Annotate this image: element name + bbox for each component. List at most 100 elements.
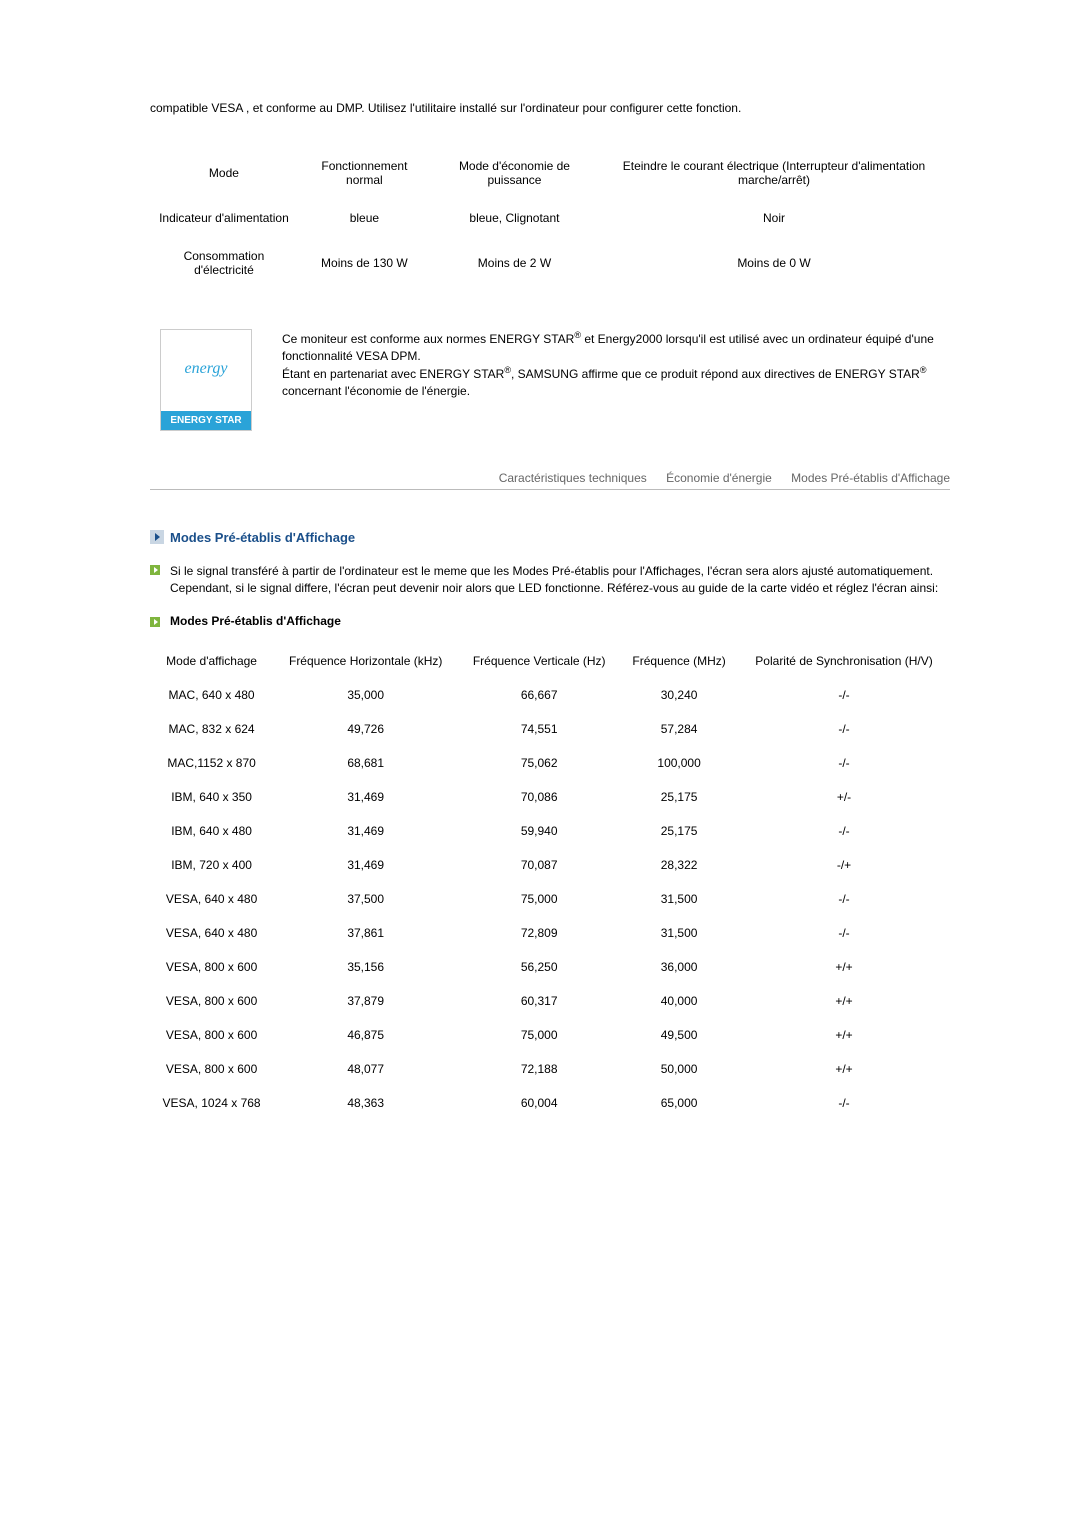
row-label: Consommation d'électricité	[150, 237, 298, 289]
cell: 31,469	[273, 814, 458, 848]
cell: Moins de 130 W	[298, 237, 431, 289]
cell: 28,322	[620, 848, 738, 882]
cell: 56,250	[458, 950, 620, 984]
cell: 65,000	[620, 1086, 738, 1120]
table-row: VESA, 640 x 48037,86172,80931,500-/-	[150, 916, 950, 950]
cell: MAC,1152 x 870	[150, 746, 273, 780]
sub-heading: Modes Pré-établis d'Affichage	[150, 614, 950, 628]
cell: bleue	[298, 199, 431, 237]
section-description-row: Si le signal transféré à partir de l'ord…	[150, 563, 950, 597]
cell: 60,317	[458, 984, 620, 1018]
cell: +/-	[738, 780, 950, 814]
cell: 31,469	[273, 780, 458, 814]
table-row: MAC, 640 x 48035,00066,66730,240-/-	[150, 678, 950, 712]
cell: 49,500	[620, 1018, 738, 1052]
table-row: VESA, 640 x 48037,50075,00031,500-/-	[150, 882, 950, 916]
col-hfreq: Fréquence Horizontale (kHz)	[273, 644, 458, 678]
cell: 37,861	[273, 916, 458, 950]
col-vfreq: Fréquence Verticale (Hz)	[458, 644, 620, 678]
cell: IBM, 640 x 480	[150, 814, 273, 848]
table-row: IBM, 640 x 48031,46959,94025,175-/-	[150, 814, 950, 848]
intro-text: compatible VESA , et conforme au DMP. Ut…	[150, 100, 950, 117]
table-row: MAC, 832 x 62449,72674,55157,284-/-	[150, 712, 950, 746]
cell: +/+	[738, 1052, 950, 1086]
cell: 37,879	[273, 984, 458, 1018]
cell: IBM, 640 x 350	[150, 780, 273, 814]
cell: -/-	[738, 746, 950, 780]
cell: 35,156	[273, 950, 458, 984]
cell: IBM, 720 x 400	[150, 848, 273, 882]
cell: VESA, 800 x 600	[150, 1052, 273, 1086]
cell: 31,469	[273, 848, 458, 882]
energy-star-logo: energy ENERGY STAR	[160, 329, 252, 431]
cell: 72,809	[458, 916, 620, 950]
cell: -/-	[738, 916, 950, 950]
section-header: Modes Pré-établis d'Affichage	[150, 530, 950, 545]
reg-mark: ®	[920, 365, 927, 375]
tab-display-modes[interactable]: Modes Pré-établis d'Affichage	[791, 471, 950, 485]
bullet-icon	[150, 617, 160, 627]
power-col-normal: Fonctionnement normal	[298, 147, 431, 199]
table-row: VESA, 1024 x 76848,36360,00465,000-/-	[150, 1086, 950, 1120]
cell: 37,500	[273, 882, 458, 916]
cell: 50,000	[620, 1052, 738, 1086]
cell: 75,000	[458, 882, 620, 916]
cell: VESA, 800 x 600	[150, 950, 273, 984]
cell: -/-	[738, 1086, 950, 1120]
table-row: VESA, 800 x 60037,87960,31740,000+/+	[150, 984, 950, 1018]
cell: VESA, 800 x 600	[150, 1018, 273, 1052]
cell: Moins de 2 W	[431, 237, 598, 289]
cell: 74,551	[458, 712, 620, 746]
tab-specs[interactable]: Caractéristiques techniques	[499, 471, 647, 485]
cell: -/-	[738, 712, 950, 746]
cell: 40,000	[620, 984, 738, 1018]
cell: 72,188	[458, 1052, 620, 1086]
cell: 36,000	[620, 950, 738, 984]
cell: VESA, 1024 x 768	[150, 1086, 273, 1120]
col-polarity: Polarité de Synchronisation (H/V)	[738, 644, 950, 678]
cell: 70,086	[458, 780, 620, 814]
energy-star-block: energy ENERGY STAR Ce moniteur est confo…	[150, 329, 950, 431]
sub-title: Modes Pré-établis d'Affichage	[170, 614, 341, 628]
cell: MAC, 640 x 480	[150, 678, 273, 712]
cell: 75,000	[458, 1018, 620, 1052]
cell: 48,077	[273, 1052, 458, 1086]
cell: 25,175	[620, 780, 738, 814]
cell: -/-	[738, 678, 950, 712]
bullet-icon	[150, 565, 160, 575]
cell: VESA, 640 x 480	[150, 882, 273, 916]
cell: Moins de 0 W	[598, 237, 950, 289]
cell: 30,240	[620, 678, 738, 712]
table-row: IBM, 720 x 40031,46970,08728,322-/+	[150, 848, 950, 882]
cell: 70,087	[458, 848, 620, 882]
cell: 57,284	[620, 712, 738, 746]
cell: -/+	[738, 848, 950, 882]
cell: 46,875	[273, 1018, 458, 1052]
energy-text-p2a: Étant en partenariat avec ENERGY STAR	[282, 367, 504, 381]
cell: VESA, 640 x 480	[150, 916, 273, 950]
cell: VESA, 800 x 600	[150, 984, 273, 1018]
table-row: MAC,1152 x 87068,68175,062100,000-/-	[150, 746, 950, 780]
col-mode: Mode d'affichage	[150, 644, 273, 678]
tab-power-saving[interactable]: Économie d'énergie	[666, 471, 772, 485]
energy-text-p2b: , SAMSUNG affirme que ce produit répond …	[511, 367, 920, 381]
cell: 49,726	[273, 712, 458, 746]
cell: 31,500	[620, 916, 738, 950]
cell: MAC, 832 x 624	[150, 712, 273, 746]
power-col-eco: Mode d'économie de puissance	[431, 147, 598, 199]
cell: 59,940	[458, 814, 620, 848]
tabs-nav: Caractéristiques techniques Économie d'é…	[150, 471, 950, 490]
table-row: VESA, 800 x 60046,87575,00049,500+/+	[150, 1018, 950, 1052]
table-row: Indicateur d'alimentation bleue bleue, C…	[150, 199, 950, 237]
table-row: IBM, 640 x 35031,46970,08625,175+/-	[150, 780, 950, 814]
cell: +/+	[738, 1018, 950, 1052]
cell: 60,004	[458, 1086, 620, 1120]
energy-text-p1a: Ce moniteur est conforme aux normes ENER…	[282, 332, 574, 346]
energy-star-script: energy	[185, 360, 228, 378]
row-label: Indicateur d'alimentation	[150, 199, 298, 237]
power-col-off: Eteindre le courant électrique (Interrup…	[598, 147, 950, 199]
cell: 75,062	[458, 746, 620, 780]
cell: +/+	[738, 984, 950, 1018]
cell: -/-	[738, 814, 950, 848]
energy-text-p2c: concernant l'économie de l'énergie.	[282, 384, 470, 398]
